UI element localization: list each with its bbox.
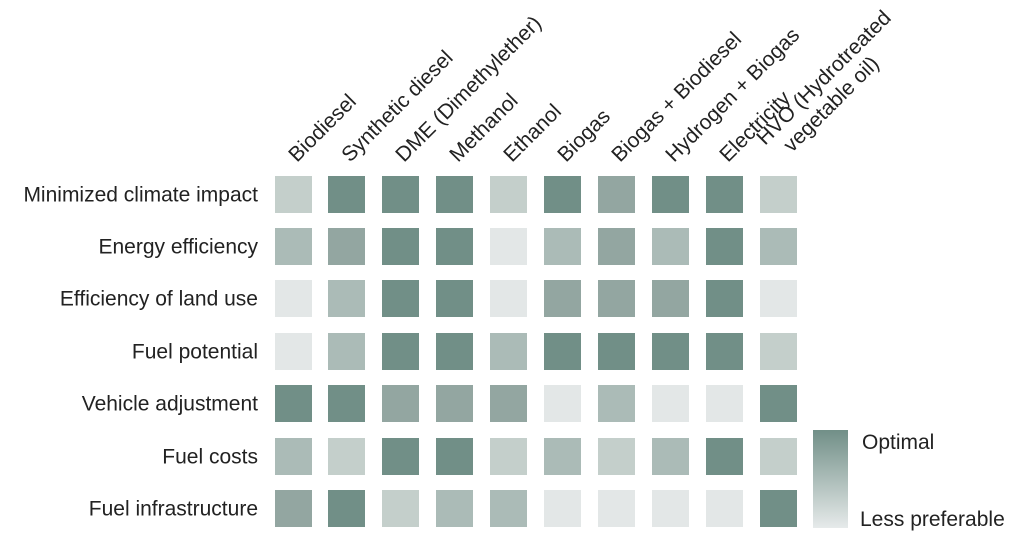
- heatmap-cell: [275, 385, 312, 422]
- legend-max-label: Optimal: [862, 431, 934, 454]
- heatmap-cell: [652, 228, 689, 265]
- heatmap-cell: [490, 280, 527, 317]
- heatmap-cell: [328, 333, 365, 370]
- heatmap-cell: [436, 280, 473, 317]
- heatmap-cell: [275, 228, 312, 265]
- row-label: Fuel infrastructure: [89, 498, 258, 521]
- heatmap-cell: [652, 176, 689, 213]
- heatmap-cell: [598, 438, 635, 475]
- heatmap-cell: [275, 176, 312, 213]
- heatmap-cell: [598, 280, 635, 317]
- heatmap-cell: [706, 228, 743, 265]
- heatmap-cell: [328, 280, 365, 317]
- heatmap-cells: [275, 176, 797, 527]
- heatmap-cell: [598, 333, 635, 370]
- heatmap-cell: [706, 438, 743, 475]
- row-labels: Minimized climate impact Energy efficienc…: [23, 184, 258, 521]
- row-label: Fuel costs: [162, 446, 258, 469]
- heatmap-cell: [436, 176, 473, 213]
- heatmap-cell: [382, 176, 419, 213]
- heatmap-cell: [275, 333, 312, 370]
- heatmap-cell: [760, 438, 797, 475]
- heatmap-cell: [382, 385, 419, 422]
- heatmap-cell: [328, 176, 365, 213]
- heatmap-cell: [275, 438, 312, 475]
- heatmap-cell: [652, 490, 689, 527]
- heatmap-cell: [382, 333, 419, 370]
- heatmap-cell: [598, 385, 635, 422]
- heatmap-cell: [436, 385, 473, 422]
- heatmap-cell: [706, 385, 743, 422]
- heatmap-cell: [436, 438, 473, 475]
- heatmap-cell: [382, 490, 419, 527]
- heatmap-cell: [652, 385, 689, 422]
- heatmap-cell: [652, 438, 689, 475]
- heatmap-cell: [275, 280, 312, 317]
- heatmap-cell: [544, 490, 581, 527]
- heatmap-cell: [490, 333, 527, 370]
- heatmap-cell: [328, 228, 365, 265]
- heatmap-cell: [328, 385, 365, 422]
- row-label: Energy efficiency: [98, 236, 258, 259]
- heatmap-cell: [652, 280, 689, 317]
- heatmap-cell: [544, 438, 581, 475]
- heatmap-cell: [490, 438, 527, 475]
- heatmap-cell: [544, 176, 581, 213]
- heatmap-cell: [544, 333, 581, 370]
- heatmap-cell: [544, 280, 581, 317]
- heatmap-cell: [760, 280, 797, 317]
- row-label: Efficiency of land use: [60, 288, 258, 311]
- heatmap-cell: [760, 333, 797, 370]
- heatmap-cell: [706, 280, 743, 317]
- heatmap-cell: [382, 438, 419, 475]
- heatmap-cell: [490, 176, 527, 213]
- heatmap-cell: [436, 333, 473, 370]
- heatmap-cell: [436, 490, 473, 527]
- legend-gradient-bar: [813, 430, 848, 528]
- heatmap-cell: [598, 228, 635, 265]
- heatmap-cell: [544, 228, 581, 265]
- heatmap-cell: [382, 280, 419, 317]
- heatmap-cell: [490, 490, 527, 527]
- heatmap-cell: [436, 228, 473, 265]
- heatmap-cell: [382, 228, 419, 265]
- heatmap-cell: [598, 490, 635, 527]
- heatmap-cell: [598, 176, 635, 213]
- heatmap-cell: [328, 490, 365, 527]
- heatmap-cell: [328, 438, 365, 475]
- heatmap-cell: [760, 176, 797, 213]
- row-label: Fuel potential: [132, 341, 258, 364]
- heatmap-cell: [490, 385, 527, 422]
- heatmap-cell: [760, 228, 797, 265]
- heatmap-cell: [760, 490, 797, 527]
- heatmap-cell: [544, 385, 581, 422]
- heatmap-cell: [706, 333, 743, 370]
- legend-min-label: Less preferable: [860, 508, 1005, 531]
- heatmap-cell: [706, 176, 743, 213]
- heatmap-cell: [652, 333, 689, 370]
- heatmap-cell: [760, 385, 797, 422]
- heatmap-cell: [275, 490, 312, 527]
- row-label: Vehicle adjustment: [82, 393, 258, 416]
- row-label: Minimized climate impact: [23, 184, 258, 207]
- heatmap-cell: [490, 228, 527, 265]
- legend: Optimal Less preferable: [813, 430, 1005, 531]
- heatmap-cell: [706, 490, 743, 527]
